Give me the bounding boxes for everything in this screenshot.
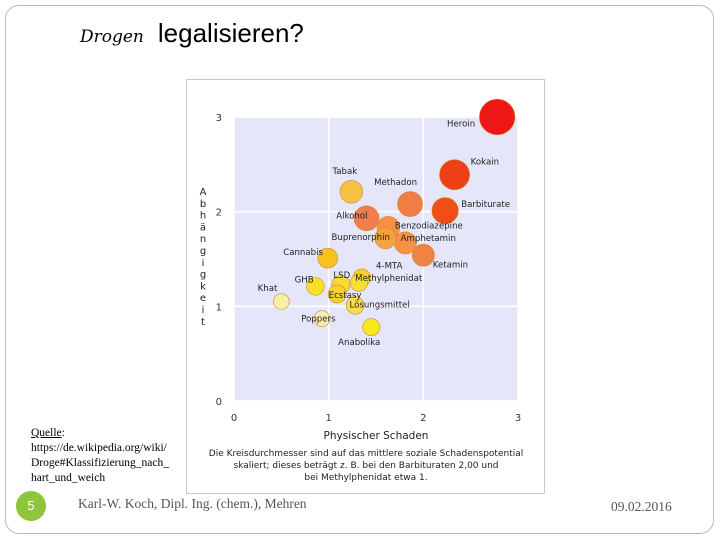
bubble-barbiturate bbox=[431, 197, 459, 225]
y-tick-label: 0 bbox=[216, 397, 222, 408]
bubble-kokain bbox=[439, 159, 470, 191]
slide-title: Drogen legalisieren? bbox=[80, 18, 304, 49]
bubble-cannabis bbox=[317, 247, 339, 269]
y-axis-label-letter: i bbox=[202, 258, 205, 269]
bubble-ghb bbox=[306, 277, 325, 296]
point-label: LSD bbox=[333, 271, 350, 281]
point-label: Buprenorphin bbox=[332, 233, 390, 243]
x-tick-label: 0 bbox=[231, 413, 237, 424]
y-axis-label-letter: g bbox=[200, 270, 206, 281]
bubble-alkohol bbox=[353, 205, 380, 232]
y-axis-label-letter: e bbox=[200, 293, 206, 304]
source-url[interactable]: https://de.wikipedia.org/wiki/Droge#Klas… bbox=[31, 442, 169, 484]
point-label: Anabolika bbox=[338, 338, 380, 348]
title-main-word: legalisieren? bbox=[157, 18, 304, 48]
point-label: Heroin bbox=[447, 119, 475, 129]
bubble-anabolika bbox=[362, 318, 381, 337]
y-tick-label: 3 bbox=[216, 113, 222, 124]
point-label: Barbiturate bbox=[461, 200, 510, 210]
bubble-ecstasy bbox=[327, 284, 347, 304]
slide-frame bbox=[5, 5, 714, 534]
point-label: Lösungsmittel bbox=[349, 300, 409, 310]
y-axis-label-letter: n bbox=[200, 234, 206, 245]
y-axis-label-letter: A bbox=[200, 187, 207, 198]
point-label: Khat bbox=[258, 284, 278, 294]
point-label: Poppers bbox=[301, 314, 336, 324]
source-label: Quelle bbox=[31, 427, 62, 439]
y-axis-label-letter: k bbox=[200, 281, 206, 292]
bubble-methylphenidat bbox=[350, 273, 368, 292]
title-script-word: Drogen bbox=[80, 27, 144, 47]
y-axis-label-letter: b bbox=[200, 199, 206, 210]
page-number-badge: 5 bbox=[16, 491, 46, 521]
chart-caption-line: Die Kreisdurchmesser sind auf das mittle… bbox=[209, 449, 523, 459]
chart-caption-line: bei Methylphenidat etwa 1. bbox=[304, 473, 427, 483]
source-note: Quelle: https://de.wikipedia.org/wiki/Dr… bbox=[31, 426, 171, 486]
source-colon: : bbox=[61, 427, 65, 439]
point-label: Methadon bbox=[374, 178, 417, 188]
x-tick-label: 2 bbox=[420, 413, 426, 424]
bubble-heroin bbox=[479, 98, 516, 136]
footer-date: 09.02.2016 bbox=[611, 499, 672, 514]
y-tick-label: 1 bbox=[216, 302, 222, 313]
point-label: Ketamin bbox=[433, 261, 468, 271]
bubble-ketamin bbox=[411, 243, 435, 267]
point-label: 4-MTA bbox=[376, 261, 403, 271]
point-label: Kokain bbox=[471, 157, 499, 167]
x-tick-label: 3 bbox=[515, 413, 521, 424]
bubble-lösungsmittel bbox=[346, 296, 365, 315]
bubble-tabak bbox=[339, 180, 364, 204]
y-axis-label-letter: h bbox=[200, 211, 206, 222]
bubble-buprenorphin bbox=[374, 227, 397, 250]
y-axis-label-letter: i bbox=[202, 305, 205, 316]
y-axis-label-letter: ä bbox=[200, 222, 206, 233]
point-label: Methylphenidat bbox=[355, 274, 423, 284]
y-tick-label: 2 bbox=[216, 208, 222, 219]
bubble-methadon bbox=[397, 191, 423, 217]
footer-author: Karl-W. Koch, Dipl. Ing. (chem.), Mehren bbox=[78, 496, 307, 511]
y-axis-label-letter: g bbox=[200, 246, 206, 257]
point-label: Cannabis bbox=[283, 248, 323, 258]
x-tick-label: 1 bbox=[325, 413, 331, 424]
chart-caption-line: skaliert; dieses beträgt z. B. bei den B… bbox=[233, 461, 498, 471]
point-label: GHB bbox=[295, 276, 314, 286]
y-axis-label-letter: t bbox=[201, 317, 205, 328]
point-label: Alkohol bbox=[336, 211, 367, 221]
bubble-khat bbox=[273, 293, 290, 310]
x-axis-label: Physischer Schaden bbox=[324, 430, 429, 442]
point-label: Benzodiazepine bbox=[395, 222, 463, 232]
point-label: Ecstasy bbox=[329, 291, 362, 301]
bubble-poppers bbox=[313, 310, 331, 327]
point-label: Tabak bbox=[331, 167, 357, 177]
point-label: Amphetamin bbox=[401, 234, 456, 244]
